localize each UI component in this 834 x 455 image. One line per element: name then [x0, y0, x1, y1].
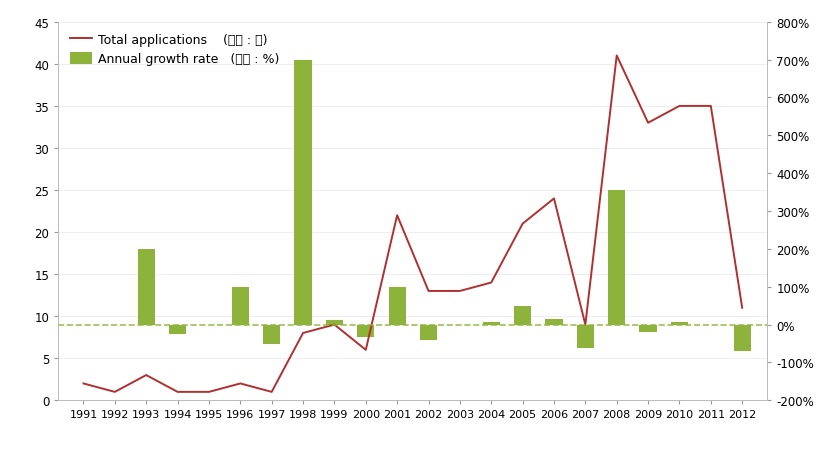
Bar [671, 323, 688, 325]
Bar [138, 249, 155, 325]
Bar [389, 287, 406, 325]
Bar [577, 325, 594, 348]
Bar [483, 322, 500, 325]
Bar [420, 325, 437, 340]
Bar [734, 325, 751, 351]
Bar [640, 325, 656, 332]
Bar [608, 191, 626, 325]
Bar [514, 306, 531, 325]
Legend: Total applications    (단위 : 건), Annual growth rate   (단위 : %): Total applications (단위 : 건), Annual grow… [64, 29, 284, 71]
Bar [545, 319, 563, 325]
Bar [326, 320, 343, 325]
Bar [169, 325, 186, 334]
Bar [263, 325, 280, 344]
Bar [232, 287, 249, 325]
Bar [294, 61, 312, 325]
Bar [357, 325, 374, 337]
